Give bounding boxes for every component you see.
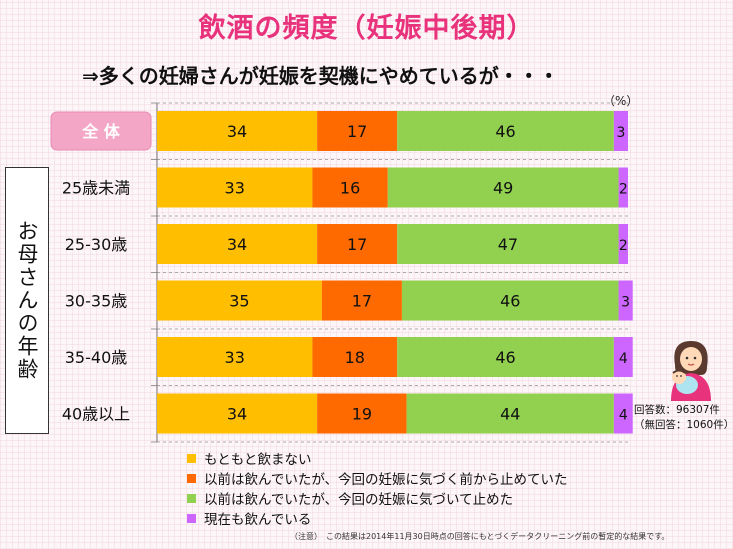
data-label: 4 (619, 408, 628, 424)
y-axis-title-box: お母さんの年齢 (5, 167, 49, 434)
bar-segment (312, 337, 398, 377)
category-label: 30-35歳 (65, 292, 128, 311)
data-label: 44 (500, 405, 520, 424)
bar-segment (157, 224, 318, 264)
legend-label: 以前は飲んでいたが、今回の妊娠に気づいて止めた (204, 492, 514, 508)
legend-item-quit-before: 以前は飲んでいたが、今回の妊娠に気づく前から止めていた (187, 468, 568, 488)
bar-segment (618, 224, 628, 264)
mother-and-baby-illustration (671, 341, 711, 401)
legend-item-never: もともと飲まない (187, 448, 568, 468)
bar-segment (613, 337, 633, 377)
data-label: 17 (352, 292, 372, 311)
data-label: 34 (227, 235, 247, 254)
bar-segment (157, 280, 322, 321)
data-label: 34 (227, 122, 247, 141)
data-label: 4 (619, 351, 628, 367)
footnote: （注意） この結果は2014年11月30日時点の回答にもとづくデータクリーニング… (290, 532, 670, 541)
response-count-invalid: （無回答：1060件） (634, 419, 733, 431)
bar-segment (321, 280, 402, 321)
bar-segment (157, 337, 313, 377)
chart-title: 飲酒の頻度（妊娠中後期） (198, 13, 535, 44)
legend-item-still: 現在も飲んでいる (187, 508, 568, 528)
legend-label: 以前は飲んでいたが、今回の妊娠に気づく前から止めていた (204, 472, 568, 488)
data-label: 33 (225, 348, 245, 367)
data-label: 47 (498, 235, 518, 254)
bar-segment (397, 224, 619, 264)
data-label: 46 (500, 292, 520, 311)
unit-label: （%） (603, 94, 639, 108)
bar-segment (397, 111, 614, 151)
bar-segment (401, 280, 619, 321)
category-label: 40歳以上 (62, 405, 130, 424)
data-label: 19 (352, 405, 372, 424)
category-label: 25-30歳 (65, 235, 128, 254)
bar-segment (312, 167, 388, 208)
response-count-total: 回答数：96307件 (634, 404, 720, 416)
legend-item-quit-after: 以前は飲んでいたが、今回の妊娠に気づいて止めた (187, 488, 568, 508)
legend: もともと飲まない 以前は飲んでいたが、今回の妊娠に気づく前から止めていた 以前は… (187, 448, 568, 528)
data-label: 35 (229, 292, 249, 311)
data-label: 3 (616, 125, 625, 141)
data-label: 46 (495, 348, 515, 367)
bar-segment (317, 224, 398, 264)
bar-segment (397, 337, 614, 377)
data-label: 46 (495, 122, 515, 141)
legend-label: もともと飲まない (204, 452, 312, 468)
response-count: 回答数：96307件 （無回答：1060件） (634, 403, 733, 433)
legend-swatch (187, 513, 196, 523)
bar-segment (157, 111, 318, 151)
bar-segment (618, 167, 628, 208)
data-label: 34 (227, 405, 247, 424)
legend-swatch (187, 493, 196, 503)
bar-segment (406, 393, 614, 434)
category-label: 25歳未満 (62, 179, 130, 198)
total-label-box (50, 111, 152, 151)
data-label: 17 (347, 235, 367, 254)
category-label: 35-40歳 (65, 348, 128, 367)
bar-segment (157, 393, 318, 434)
bar-segment (157, 167, 313, 208)
data-label: 2 (619, 182, 628, 198)
bar-segment (317, 111, 398, 151)
data-label: 16 (340, 179, 360, 198)
legend-swatch (187, 473, 196, 483)
data-label: 18 (345, 348, 365, 367)
legend-swatch (187, 453, 196, 463)
data-label: 49 (493, 179, 513, 198)
bar-segment (387, 167, 619, 208)
category-label: 全 体 (81, 122, 121, 141)
data-label: 17 (347, 122, 367, 141)
bar-segment (317, 393, 407, 434)
data-label: 2 (619, 238, 628, 254)
data-label: 3 (621, 295, 630, 311)
bar-segment (613, 111, 628, 151)
y-axis-title: お母さんの年齢 (15, 220, 39, 381)
data-label: 33 (225, 179, 245, 198)
legend-label: 現在も飲んでいる (204, 512, 312, 528)
bar-segment (613, 393, 633, 434)
bar-segment (618, 280, 633, 321)
chart-subtitle: ⇒多くの妊婦さんが妊娠を契機にやめているが・・・ (82, 64, 559, 88)
